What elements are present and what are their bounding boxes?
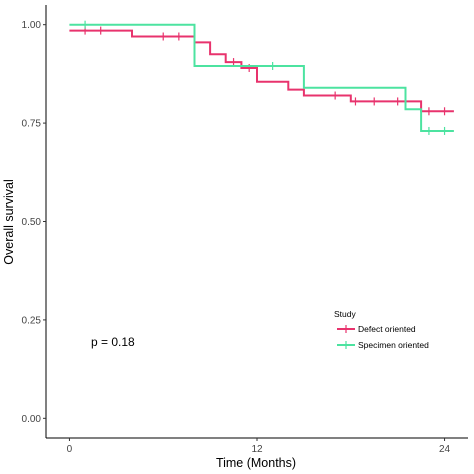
y-axis-title: Overall survival xyxy=(2,179,16,264)
y-tick-label: 0.75 xyxy=(22,119,42,130)
y-tick-label: 0.50 xyxy=(22,217,42,228)
x-axis-title: Time (Months) xyxy=(216,456,296,470)
axes: 0.00 0.25 0.50 0.75 1.00 0 12 24 xyxy=(22,5,468,455)
series-line-defect-oriented xyxy=(69,29,454,113)
y-tick-label: 0.25 xyxy=(22,315,42,326)
x-tick-label: 0 xyxy=(67,444,73,455)
y-tick-label: 1.00 xyxy=(22,20,42,31)
x-tick-label: 24 xyxy=(439,444,451,455)
legend-title: Study xyxy=(334,309,356,319)
series-line-specimen-oriented xyxy=(69,23,454,132)
y-tick-label: 0.00 xyxy=(22,414,42,425)
legend-label-defect-oriented: Defect oriented xyxy=(358,324,416,334)
x-tick-label: 12 xyxy=(251,444,263,455)
plot-area xyxy=(69,20,454,135)
legend: Study Defect oriented Specimen oriented xyxy=(334,309,429,350)
legend-label-specimen-oriented: Specimen oriented xyxy=(358,340,429,350)
p-value-annotation: p = 0.18 xyxy=(91,335,135,349)
legend-item-specimen-oriented: Specimen oriented xyxy=(337,340,429,350)
legend-item-defect-oriented: Defect oriented xyxy=(337,324,416,334)
